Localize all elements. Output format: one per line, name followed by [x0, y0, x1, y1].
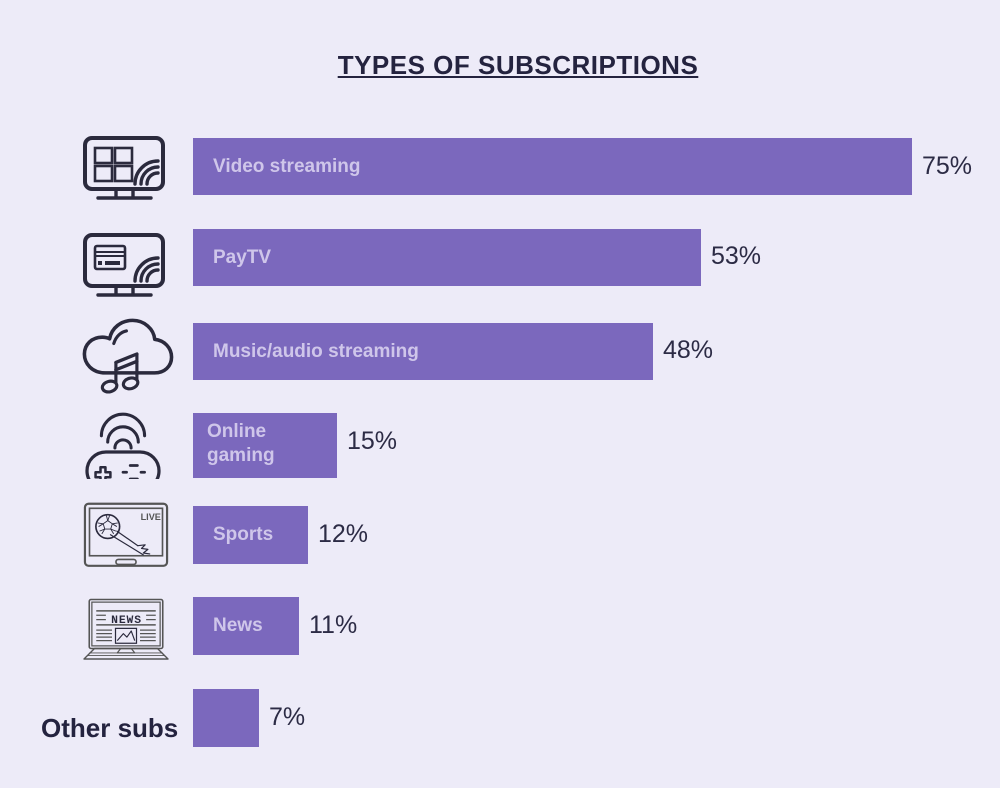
svg-text:LIVE: LIVE	[141, 512, 161, 522]
